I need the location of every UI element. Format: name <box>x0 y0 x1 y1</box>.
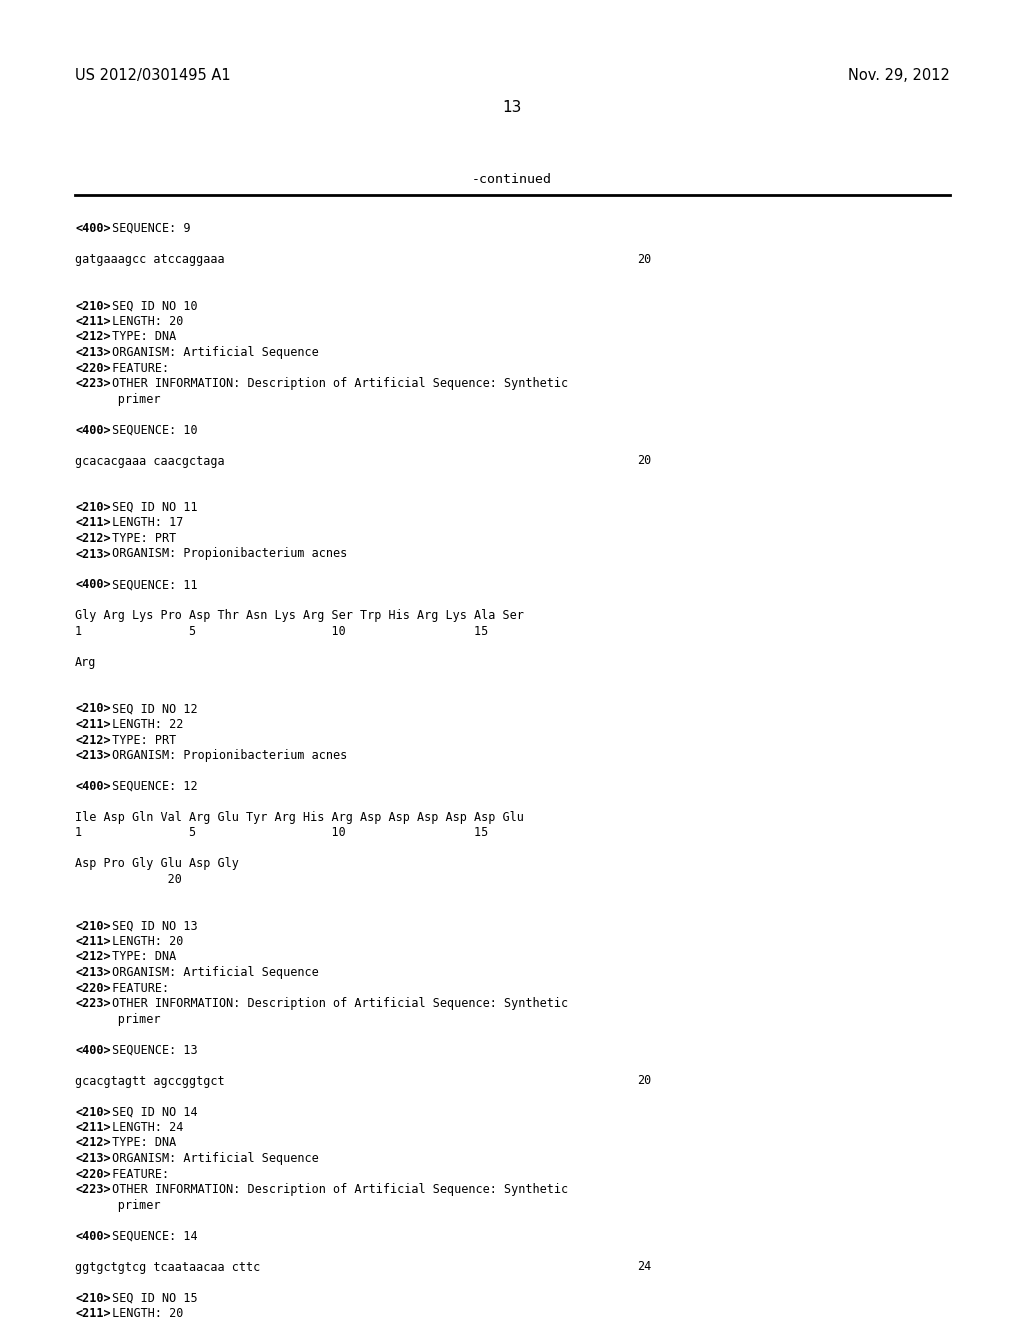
Text: -continued: -continued <box>472 173 552 186</box>
Text: <210>: <210> <box>75 300 111 313</box>
Text: <213>: <213> <box>75 548 111 561</box>
Text: primer: primer <box>75 392 161 405</box>
Text: <210>: <210> <box>75 920 111 932</box>
Text: <400>: <400> <box>75 1229 111 1242</box>
Text: <220>: <220> <box>75 362 111 375</box>
Text: Gly Arg Lys Pro Asp Thr Asn Lys Arg Ser Trp His Arg Lys Ala Ser: Gly Arg Lys Pro Asp Thr Asn Lys Arg Ser … <box>75 610 524 623</box>
Text: <211>: <211> <box>75 718 111 731</box>
Text: ggtgctgtcg tcaataacaa cttc: ggtgctgtcg tcaataacaa cttc <box>75 1261 260 1274</box>
Text: Nov. 29, 2012: Nov. 29, 2012 <box>848 69 950 83</box>
Text: SEQUENCE: 10: SEQUENCE: 10 <box>105 424 198 437</box>
Text: <400>: <400> <box>75 1044 111 1056</box>
Text: <212>: <212> <box>75 1137 111 1150</box>
Text: <213>: <213> <box>75 346 111 359</box>
Text: TYPE: DNA: TYPE: DNA <box>105 950 176 964</box>
Text: <400>: <400> <box>75 424 111 437</box>
Text: Arg: Arg <box>75 656 96 669</box>
Text: SEQUENCE: 14: SEQUENCE: 14 <box>105 1229 198 1242</box>
Text: SEQ ID NO 14: SEQ ID NO 14 <box>105 1106 198 1118</box>
Text: US 2012/0301495 A1: US 2012/0301495 A1 <box>75 69 230 83</box>
Text: <213>: <213> <box>75 966 111 979</box>
Text: TYPE: DNA: TYPE: DNA <box>105 330 176 343</box>
Text: <211>: <211> <box>75 516 111 529</box>
Text: <211>: <211> <box>75 1121 111 1134</box>
Text: <210>: <210> <box>75 502 111 513</box>
Text: OTHER INFORMATION: Description of Artificial Sequence: Synthetic: OTHER INFORMATION: Description of Artifi… <box>105 997 568 1010</box>
Text: gcacacgaaa caacgctaga: gcacacgaaa caacgctaga <box>75 454 224 467</box>
Text: SEQUENCE: 13: SEQUENCE: 13 <box>105 1044 198 1056</box>
Text: LENGTH: 20: LENGTH: 20 <box>105 315 183 327</box>
Text: SEQ ID NO 11: SEQ ID NO 11 <box>105 502 198 513</box>
Text: ORGANISM: Artificial Sequence: ORGANISM: Artificial Sequence <box>105 1152 319 1166</box>
Text: gcacgtagtt agccggtgct: gcacgtagtt agccggtgct <box>75 1074 224 1088</box>
Text: <223>: <223> <box>75 1183 111 1196</box>
Text: primer: primer <box>75 1199 161 1212</box>
Text: ORGANISM: Artificial Sequence: ORGANISM: Artificial Sequence <box>105 346 319 359</box>
Text: Asp Pro Gly Glu Asp Gly: Asp Pro Gly Glu Asp Gly <box>75 858 239 870</box>
Text: LENGTH: 20: LENGTH: 20 <box>105 935 183 948</box>
Text: SEQUENCE: 11: SEQUENCE: 11 <box>105 578 198 591</box>
Text: OTHER INFORMATION: Description of Artificial Sequence: Synthetic: OTHER INFORMATION: Description of Artifi… <box>105 1183 568 1196</box>
Text: <400>: <400> <box>75 578 111 591</box>
Text: TYPE: DNA: TYPE: DNA <box>105 1137 176 1150</box>
Text: <220>: <220> <box>75 982 111 994</box>
Text: gatgaaagcc atccaggaaa: gatgaaagcc atccaggaaa <box>75 253 224 267</box>
Text: 20: 20 <box>75 873 182 886</box>
Text: FEATURE:: FEATURE: <box>105 362 169 375</box>
Text: <213>: <213> <box>75 748 111 762</box>
Text: 13: 13 <box>503 100 521 115</box>
Text: <223>: <223> <box>75 997 111 1010</box>
Text: ORGANISM: Propionibacterium acnes: ORGANISM: Propionibacterium acnes <box>105 548 347 561</box>
Text: SEQ ID NO 10: SEQ ID NO 10 <box>105 300 198 313</box>
Text: 1               5                   10                  15: 1 5 10 15 <box>75 826 488 840</box>
Text: <400>: <400> <box>75 780 111 793</box>
Text: SEQUENCE: 12: SEQUENCE: 12 <box>105 780 198 793</box>
Text: LENGTH: 20: LENGTH: 20 <box>105 1307 183 1320</box>
Text: TYPE: PRT: TYPE: PRT <box>105 734 176 747</box>
Text: <211>: <211> <box>75 315 111 327</box>
Text: <211>: <211> <box>75 935 111 948</box>
Text: SEQ ID NO 12: SEQ ID NO 12 <box>105 702 198 715</box>
Text: 20: 20 <box>637 253 651 267</box>
Text: Ile Asp Gln Val Arg Glu Tyr Arg His Arg Asp Asp Asp Asp Asp Glu: Ile Asp Gln Val Arg Glu Tyr Arg His Arg … <box>75 810 524 824</box>
Text: ORGANISM: Artificial Sequence: ORGANISM: Artificial Sequence <box>105 966 319 979</box>
Text: <400>: <400> <box>75 222 111 235</box>
Text: 20: 20 <box>637 1074 651 1088</box>
Text: 1               5                   10                  15: 1 5 10 15 <box>75 624 488 638</box>
Text: ORGANISM: Propionibacterium acnes: ORGANISM: Propionibacterium acnes <box>105 748 347 762</box>
Text: 24: 24 <box>637 1261 651 1274</box>
Text: primer: primer <box>75 1012 161 1026</box>
Text: SEQUENCE: 9: SEQUENCE: 9 <box>105 222 190 235</box>
Text: <212>: <212> <box>75 950 111 964</box>
Text: LENGTH: 22: LENGTH: 22 <box>105 718 183 731</box>
Text: <213>: <213> <box>75 1152 111 1166</box>
Text: LENGTH: 17: LENGTH: 17 <box>105 516 183 529</box>
Text: 20: 20 <box>637 454 651 467</box>
Text: <210>: <210> <box>75 1106 111 1118</box>
Text: SEQ ID NO 15: SEQ ID NO 15 <box>105 1291 198 1304</box>
Text: <223>: <223> <box>75 378 111 389</box>
Text: FEATURE:: FEATURE: <box>105 1167 169 1180</box>
Text: TYPE: PRT: TYPE: PRT <box>105 532 176 545</box>
Text: SEQ ID NO 13: SEQ ID NO 13 <box>105 920 198 932</box>
Text: <211>: <211> <box>75 1307 111 1320</box>
Text: <212>: <212> <box>75 532 111 545</box>
Text: <220>: <220> <box>75 1167 111 1180</box>
Text: FEATURE:: FEATURE: <box>105 982 169 994</box>
Text: <212>: <212> <box>75 330 111 343</box>
Text: <212>: <212> <box>75 734 111 747</box>
Text: LENGTH: 24: LENGTH: 24 <box>105 1121 183 1134</box>
Text: <210>: <210> <box>75 702 111 715</box>
Text: OTHER INFORMATION: Description of Artificial Sequence: Synthetic: OTHER INFORMATION: Description of Artifi… <box>105 378 568 389</box>
Text: <210>: <210> <box>75 1291 111 1304</box>
